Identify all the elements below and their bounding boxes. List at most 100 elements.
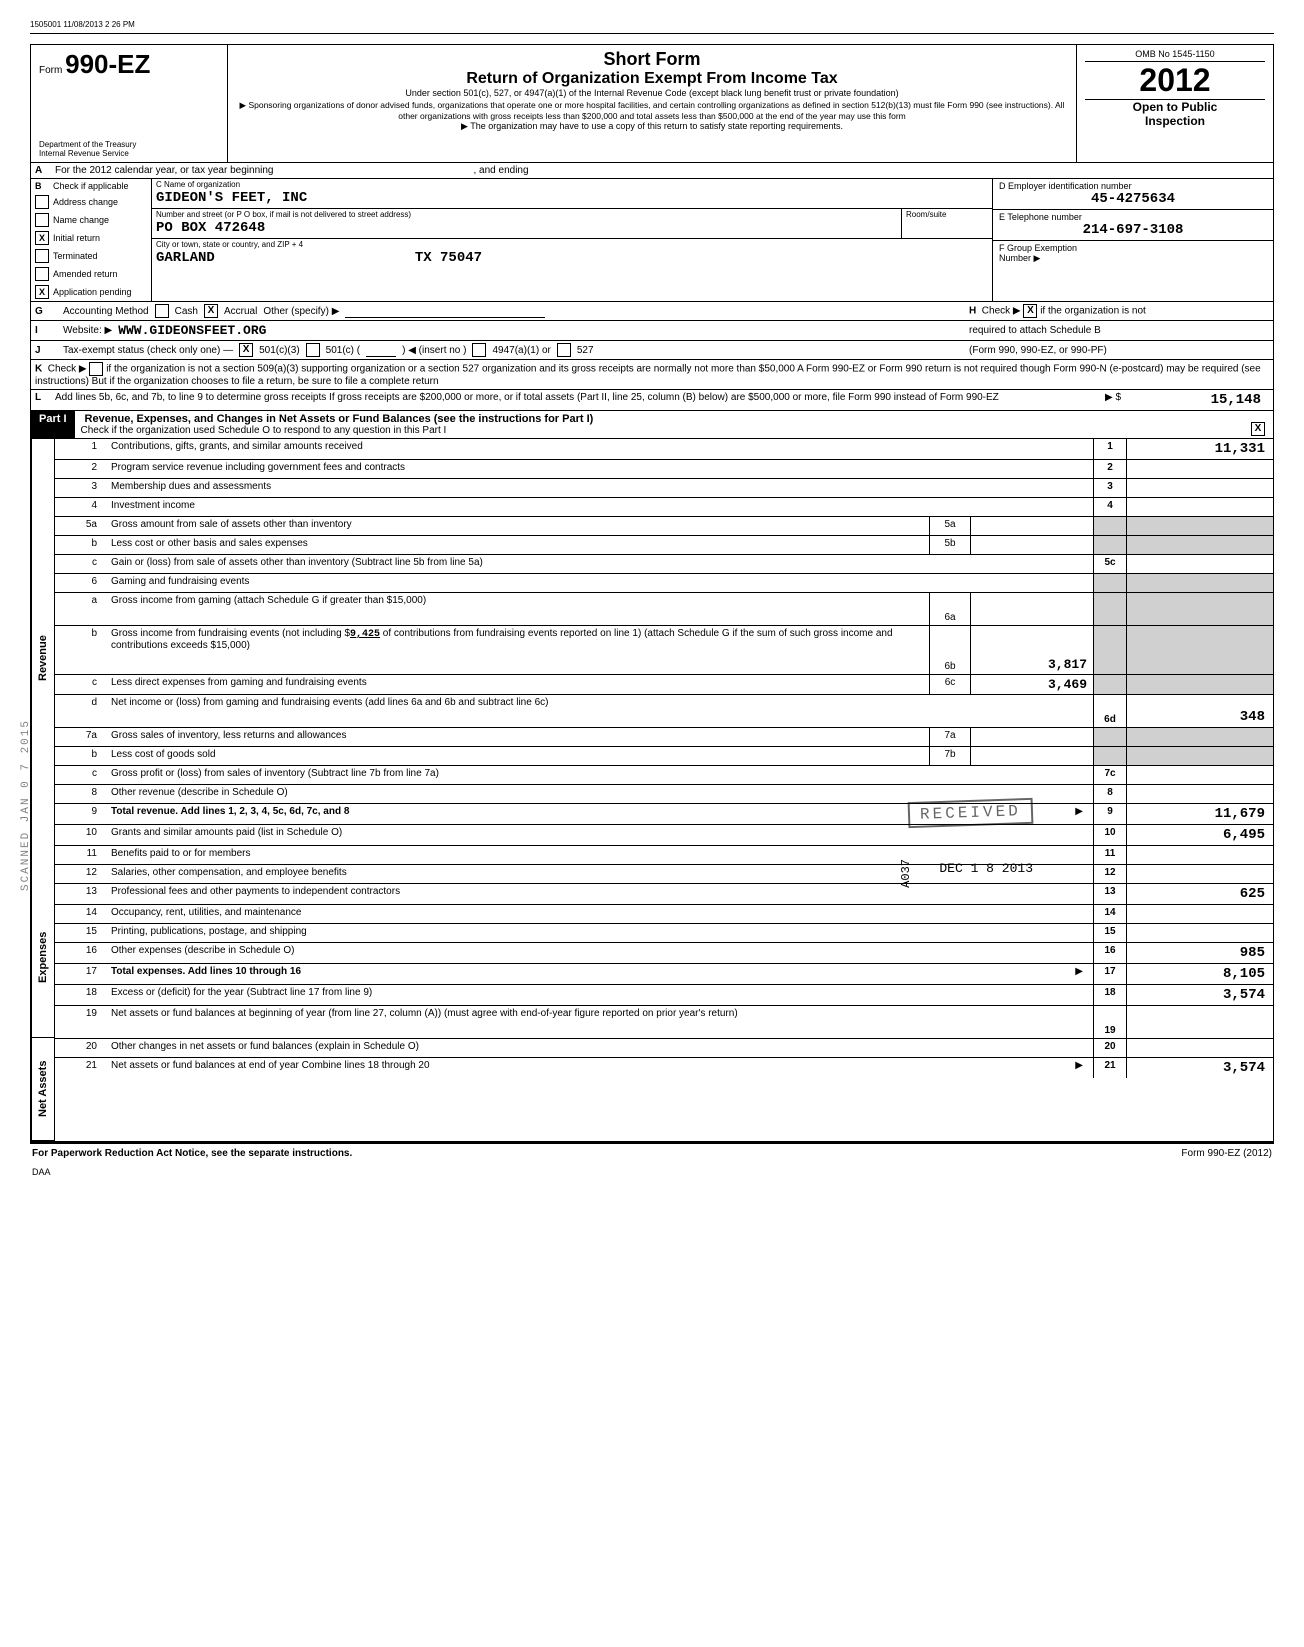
check-K[interactable]: [89, 362, 103, 376]
check-accrual[interactable]: X: [204, 304, 218, 318]
sa6: [1126, 574, 1273, 592]
n6: 6: [55, 574, 107, 592]
d16: Other expenses (describe in Schedule O): [107, 943, 1093, 963]
b20: 20: [1093, 1039, 1126, 1057]
b8: 8: [1093, 785, 1126, 803]
H-text-2: required to attach Schedule B: [965, 323, 1273, 338]
org-city: GARLAND: [156, 250, 215, 266]
b7c: 7c: [1093, 766, 1126, 784]
d7a: Gross sales of inventory, less returns a…: [107, 728, 929, 746]
J-label: Tax-exempt status (check only one) —: [63, 345, 233, 356]
check-terminated[interactable]: [35, 249, 49, 263]
short-form-title: Short Form: [236, 49, 1068, 70]
stamp-date: DEC 1 8 2013: [939, 861, 1033, 876]
n5c: c: [55, 555, 107, 573]
H-label: Check ▶: [982, 306, 1021, 317]
footer-left: For Paperwork Reduction Act Notice, see …: [32, 1148, 352, 1159]
b13: 13: [1093, 884, 1126, 904]
open-to-public: Open to Public: [1085, 100, 1265, 114]
ia7b: [970, 747, 1093, 765]
n6b: b: [55, 626, 107, 674]
check-app-pending[interactable]: X: [35, 285, 49, 299]
ia6a: [970, 593, 1093, 625]
ib7b: 7b: [929, 747, 970, 765]
B-item-3: Terminated: [53, 251, 98, 261]
b1: 1: [1093, 439, 1126, 459]
b21: 21: [1093, 1058, 1126, 1078]
footer-daa: DAA: [30, 1163, 1274, 1181]
d5c: Gain or (loss) from sale of assets other…: [107, 555, 1093, 573]
d20: Other changes in net assets or fund bala…: [107, 1039, 1093, 1057]
check-H[interactable]: X: [1023, 304, 1037, 318]
d4: Investment income: [107, 498, 1093, 516]
b10: 10: [1093, 825, 1126, 845]
b2: 2: [1093, 460, 1126, 478]
schedule-table: Revenue Expenses Net Assets 1Contributio…: [30, 439, 1274, 1142]
n5b: b: [55, 536, 107, 554]
n4: 4: [55, 498, 107, 516]
ib6c: 6c: [929, 675, 970, 694]
n7c: c: [55, 766, 107, 784]
B-item-2: Initial return: [53, 233, 100, 243]
check-amended[interactable]: [35, 267, 49, 281]
G-other: Other (specify) ▶: [263, 306, 339, 317]
b14: 14: [1093, 905, 1126, 923]
K-label: Check ▶: [48, 364, 87, 375]
check-527[interactable]: [557, 343, 571, 357]
d18: Excess or (deficit) for the year (Subtra…: [107, 985, 1093, 1005]
C-city-label: City or town, state or country, and ZIP …: [152, 239, 992, 250]
col-DEF: D Employer identification number 45-4275…: [993, 179, 1273, 301]
d21: Net assets or fund balances at end of ye…: [107, 1058, 1093, 1078]
timestamp: 1505001 11/08/2013 2 26 PM: [30, 20, 1274, 29]
ib6b: 6b: [929, 626, 970, 674]
a16: 985: [1126, 943, 1273, 963]
a9: 11,679: [1126, 804, 1273, 824]
n6d: d: [55, 695, 107, 727]
ia6c: 3,469: [970, 675, 1093, 694]
part-I-label: Part I: [31, 411, 75, 438]
J-527: 527: [577, 345, 594, 356]
b4: 4: [1093, 498, 1126, 516]
a1: 11,331: [1126, 439, 1273, 459]
d6c: Less direct expenses from gaming and fun…: [107, 675, 929, 694]
sb5b: [1093, 536, 1126, 554]
form-label: Form: [39, 65, 62, 76]
sponsor-note: ▶ Sponsoring organizations of donor advi…: [236, 100, 1068, 121]
check-cash[interactable]: [155, 304, 169, 318]
J-insert-blank[interactable]: [366, 344, 396, 357]
ia5b: [970, 536, 1093, 554]
a3: [1126, 479, 1273, 497]
b17: 17: [1093, 964, 1126, 984]
footer: For Paperwork Reduction Act Notice, see …: [30, 1142, 1274, 1163]
a11: [1126, 846, 1273, 864]
B-header: Check if applicable: [53, 181, 129, 191]
H-text-1: if the organization is not: [1040, 306, 1146, 317]
check-address-change[interactable]: [35, 195, 49, 209]
check-501c[interactable]: [306, 343, 320, 357]
n11: 11: [55, 846, 107, 864]
check-name-change[interactable]: [35, 213, 49, 227]
ein-value: 45-4275634: [999, 191, 1267, 207]
n1: 1: [55, 439, 107, 459]
sa5a: [1126, 517, 1273, 535]
a7c: [1126, 766, 1273, 784]
d10: Grants and similar amounts paid (list in…: [107, 825, 1093, 845]
line-I: I Website: ▶ WWW.GIDEONSFEET.ORG require…: [30, 321, 1274, 341]
G-other-blank[interactable]: [345, 305, 545, 318]
check-4947[interactable]: [472, 343, 486, 357]
n12: 12: [55, 865, 107, 883]
sa7a: [1126, 728, 1273, 746]
a21: 3,574: [1126, 1058, 1273, 1078]
check-501c3[interactable]: X: [239, 343, 253, 357]
a20: [1126, 1039, 1273, 1057]
check-part-I[interactable]: X: [1251, 422, 1265, 436]
K-text: if the organization is not a section 509…: [35, 364, 1261, 387]
n6c: c: [55, 675, 107, 694]
sa7b: [1126, 747, 1273, 765]
n14: 14: [55, 905, 107, 923]
d6d: Net income or (loss) from gaming and fun…: [107, 695, 1093, 727]
check-initial-return[interactable]: X: [35, 231, 49, 245]
d19: Net assets or fund balances at beginning…: [107, 1006, 1093, 1038]
ia5a: [970, 517, 1093, 535]
sa6a: [1126, 593, 1273, 625]
